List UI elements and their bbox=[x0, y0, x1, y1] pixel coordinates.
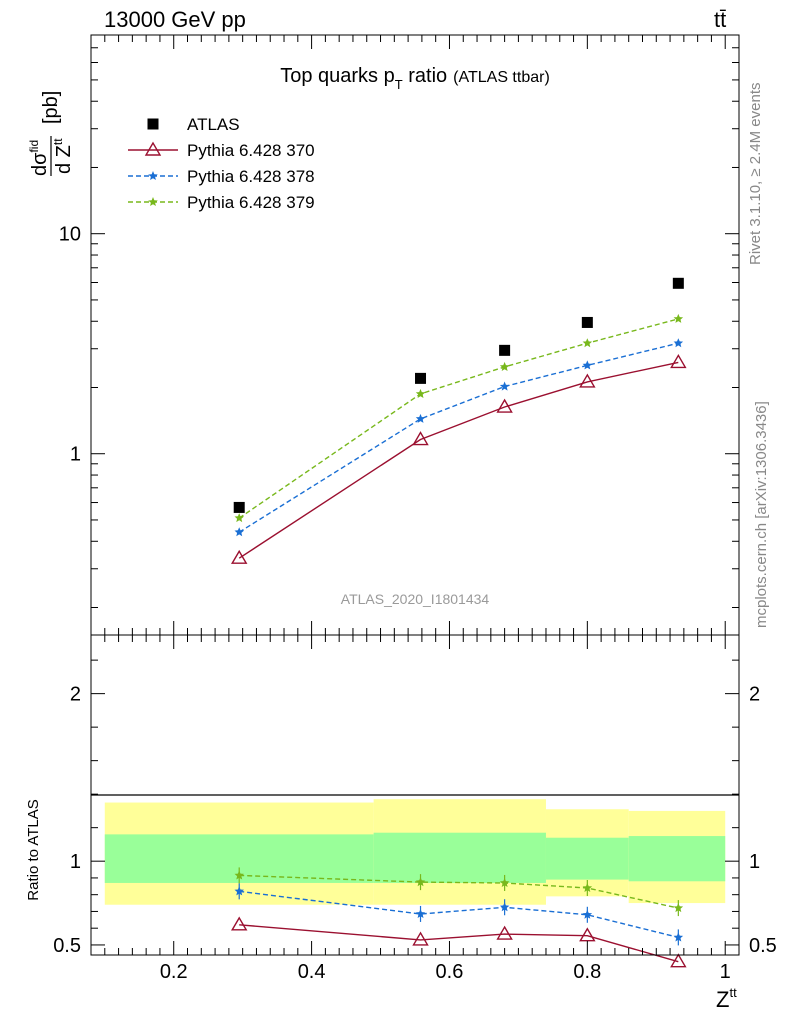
ratio-point-1-3 bbox=[582, 909, 593, 919]
series-line-1 bbox=[238, 361, 679, 559]
ratio-point-0-4 bbox=[670, 953, 687, 968]
ratio-y-tick-label-left: 1 bbox=[70, 851, 81, 873]
data-point-2-0 bbox=[234, 527, 244, 537]
x-axis-label: Ztt bbox=[716, 985, 737, 1012]
uncertainty-band-green-3 bbox=[628, 836, 726, 882]
rivet-label: Rivet 3.1.10, ≥ 2.4M events bbox=[747, 83, 764, 266]
data-point-1-0 bbox=[230, 549, 248, 564]
ratio-y-tick-label-right: 2 bbox=[749, 684, 760, 706]
ratio-point-1-1 bbox=[415, 909, 426, 918]
data-point-2-2 bbox=[499, 381, 510, 391]
ratio-y-tick-label-right: 1 bbox=[749, 851, 760, 873]
energy-label: 13000 GeV pp bbox=[104, 7, 246, 32]
main-panel: 1 10 Top quarks pT ratio (ATLAS ttbar) ATL… bbox=[27, 34, 740, 636]
mcplots-label: mcplots.cern.ch [arXiv:1306.3436] bbox=[753, 401, 770, 628]
uncertainty-band-green-1 bbox=[373, 832, 546, 883]
ratio-frame bbox=[90, 634, 740, 956]
data-point-1-1 bbox=[412, 431, 429, 446]
legend-marker-0 bbox=[147, 118, 159, 130]
legend-label-0: ATLAS bbox=[187, 115, 240, 134]
ratio-point-2-4 bbox=[673, 903, 684, 913]
legend-label-2: Pythia 6.428 378 bbox=[187, 167, 315, 186]
ratio-panel: 0.5 0.5 1 1 2 2 0.2 0.4 0.6 0.8 1 Ratio to ATLAS Z… bbox=[25, 634, 777, 1012]
uncertainty-band-green-2 bbox=[545, 837, 629, 880]
legend: ATLAS Pythia 6.428 370 Pythia 6.428 378 Pyt… bbox=[128, 115, 315, 212]
main-data-layer bbox=[230, 277, 687, 564]
ratio-point-1-0 bbox=[234, 886, 244, 896]
svg-text:d Ztt: d Ztt bbox=[51, 138, 75, 174]
ratio-point-0-0 bbox=[230, 916, 248, 931]
ratio-y-tick-label-left: 0.5 bbox=[53, 935, 81, 957]
legend-marker-2 bbox=[148, 171, 158, 180]
x-tick-label: 0.6 bbox=[436, 961, 464, 983]
data-point-2-4 bbox=[673, 338, 684, 348]
data-point-2-1 bbox=[415, 413, 426, 423]
ratio-line-0 bbox=[239, 924, 679, 963]
ratio-point-0-1 bbox=[412, 931, 429, 946]
ratio-y-axis-label: Ratio to ATLAS bbox=[25, 799, 42, 900]
data-point-0-3 bbox=[581, 316, 593, 328]
data-point-1-2 bbox=[496, 398, 513, 413]
data-point-3-0 bbox=[234, 513, 244, 523]
series-line-3 bbox=[238, 318, 679, 519]
x-tick-label: 1 bbox=[720, 961, 731, 983]
x-tick-label: 0.8 bbox=[573, 961, 601, 983]
ratio-y-tick-label-left: 2 bbox=[70, 684, 81, 706]
ratio-point-2-3 bbox=[582, 883, 593, 892]
data-point-1-4 bbox=[670, 354, 687, 369]
data-point-2-3 bbox=[582, 360, 593, 370]
data-point-0-2 bbox=[499, 344, 511, 356]
ratio-y-tick-label-right: 0.5 bbox=[749, 935, 777, 957]
analysis-label: ATLAS_2020_I1801434 bbox=[341, 591, 490, 607]
data-point-0-4 bbox=[672, 277, 684, 289]
series-line-2 bbox=[238, 342, 679, 533]
ratio-point-2-1 bbox=[415, 877, 426, 887]
data-point-0-1 bbox=[415, 372, 427, 384]
svg-text:dσfid: dσfid bbox=[27, 140, 51, 176]
chart-title: Top quarks pT ratio (ATLAS ttbar) bbox=[280, 65, 550, 92]
ratio-point-0-3 bbox=[579, 927, 596, 942]
ratio-bands bbox=[104, 799, 726, 905]
data-point-3-1 bbox=[415, 388, 426, 398]
main-y-axis-label: dσfid d Ztt [pb] bbox=[27, 91, 75, 176]
data-point-0-0 bbox=[233, 501, 245, 513]
main-y-tick-label: 1 bbox=[70, 444, 81, 466]
ratio-point-2-2 bbox=[499, 878, 510, 887]
legend-label-3: Pythia 6.428 379 bbox=[187, 193, 315, 212]
legend-marker-1 bbox=[144, 141, 162, 156]
svg-text:[pb]: [pb] bbox=[40, 91, 62, 124]
main-y-tick-label: 10 bbox=[59, 224, 81, 246]
x-tick-label: 0.2 bbox=[160, 961, 188, 983]
x-tick-label: 0.4 bbox=[298, 961, 326, 983]
ratio-point-2-0 bbox=[234, 870, 244, 880]
ratio-ticks: 0.5 0.5 1 1 2 2 0.2 0.4 0.6 0.8 1 bbox=[53, 635, 777, 983]
data-point-3-4 bbox=[673, 313, 684, 323]
ratio-point-1-4 bbox=[673, 932, 684, 942]
legend-label-1: Pythia 6.428 370 bbox=[187, 141, 315, 160]
legend-marker-3 bbox=[148, 197, 158, 206]
data-point-3-3 bbox=[582, 338, 593, 348]
data-point-1-3 bbox=[579, 373, 596, 388]
data-point-3-2 bbox=[499, 361, 510, 371]
main-y-ticks: 1 10 bbox=[59, 34, 739, 635]
ratio-data-layer bbox=[230, 867, 687, 968]
ratio-point-0-2 bbox=[496, 925, 513, 940]
ratio-point-1-2 bbox=[499, 902, 510, 912]
process-label: tt̄ bbox=[714, 7, 726, 32]
